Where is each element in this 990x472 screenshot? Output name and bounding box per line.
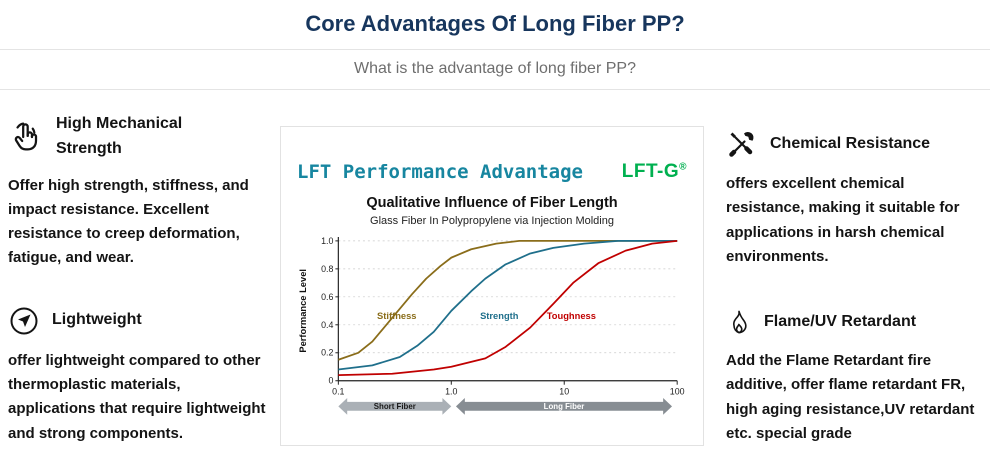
page-subtitle: What is the advantage of long fiber PP? xyxy=(354,60,636,77)
page-title: Core Advantages Of Long Fiber PP? xyxy=(305,11,685,36)
right-column: Chemical Resistance offers excellent che… xyxy=(714,98,982,446)
svg-text:0.1: 0.1 xyxy=(332,387,344,397)
feature-chemical-resistance: Chemical Resistance offers excellent che… xyxy=(726,128,978,269)
svg-text:0: 0 xyxy=(328,376,333,386)
svg-text:Toughness: Toughness xyxy=(547,311,596,321)
chart-title-row: LFT Performance Advantage LFT-G® xyxy=(295,161,689,183)
svg-text:0.6: 0.6 xyxy=(321,292,333,302)
feature-body: offer lightweight compared to other ther… xyxy=(8,351,266,442)
title-divider xyxy=(0,49,990,50)
feature-flame-uv-retardant: Flame/UV Retardant Add the Flame Retarda… xyxy=(726,307,978,446)
svg-text:Strength: Strength xyxy=(480,311,519,321)
svg-text:100: 100 xyxy=(670,387,685,397)
chart-brand-logo: LFT-G® xyxy=(621,161,687,182)
svg-text:0.8: 0.8 xyxy=(321,264,333,274)
performance-level-chart: 0 0.2 0.4 0.6 0.8 1.0 0.1 1.0 10 100 Performance L… xyxy=(298,236,685,415)
chart-caption: Glass Fiber In Polypropylene via Injecti… xyxy=(370,215,614,227)
svg-text:Stiffness: Stiffness xyxy=(377,311,416,321)
feature-body: Offer high strength, stiffness, and impa… xyxy=(8,176,249,267)
feature-body: offers excellent chemical resistance, ma… xyxy=(726,175,960,265)
feature-title: Flame/UV Retardant xyxy=(764,312,917,330)
page-header: Core Advantages Of Long Fiber PP? What i… xyxy=(0,0,990,90)
feature-high-mechanical-strength: High Mechanical Strength Offer high stre… xyxy=(8,112,270,271)
svg-text:0.2: 0.2 xyxy=(321,348,333,358)
left-column: High Mechanical Strength Offer high stre… xyxy=(8,98,270,446)
feature-body: Add the Flame Retardant fire additive, o… xyxy=(726,352,975,443)
feature-heading: Lightweight xyxy=(8,305,270,337)
svg-text:Long Fiber: Long Fiber xyxy=(544,402,585,411)
svg-text:1.0: 1.0 xyxy=(445,387,457,397)
click-hand-icon xyxy=(8,119,44,155)
chart-title: LFT Performance Advantage xyxy=(297,161,583,183)
feature-heading: High Mechanical Strength xyxy=(8,112,270,162)
subtitle-divider xyxy=(0,89,990,90)
feature-lightweight: Lightweight offer lightweight compared t… xyxy=(8,305,270,446)
flame-icon xyxy=(726,307,752,337)
feature-title: Chemical Resistance xyxy=(770,134,931,152)
paper-plane-icon xyxy=(8,305,40,337)
svg-text:1.0: 1.0 xyxy=(321,236,333,246)
crossed-tools-icon xyxy=(726,128,758,160)
svg-text:10: 10 xyxy=(559,387,569,397)
feature-title: High Mechanical Strength xyxy=(56,115,183,157)
feature-heading: Chemical Resistance xyxy=(726,128,978,160)
registered-mark: ® xyxy=(679,161,687,173)
feature-title: Lightweight xyxy=(52,311,142,329)
svg-text:Short Fiber: Short Fiber xyxy=(374,402,416,411)
chart-panel: LFT Performance Advantage LFT-G® Qualita… xyxy=(280,126,704,447)
content-columns: High Mechanical Strength Offer high stre… xyxy=(0,90,990,447)
feature-heading: Flame/UV Retardant xyxy=(726,307,978,337)
chart-subtitle: Qualitative Influence of Fiber Length xyxy=(366,195,618,211)
svg-text:0.4: 0.4 xyxy=(321,320,333,330)
svg-text:Performance Level: Performance Level xyxy=(298,269,308,353)
